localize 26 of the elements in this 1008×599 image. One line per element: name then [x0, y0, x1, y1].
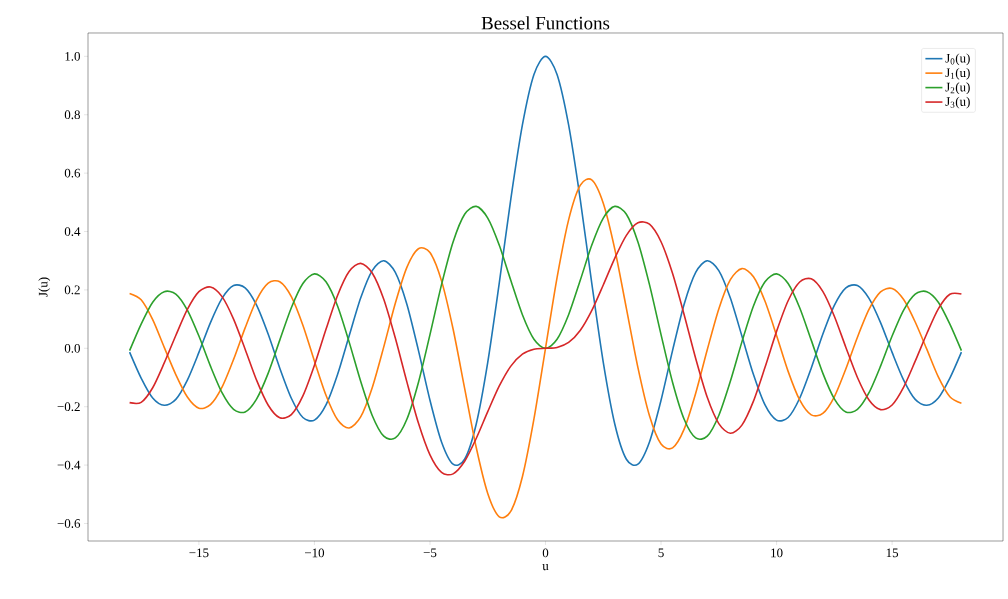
chart-title: Bessel Functions [481, 16, 610, 30]
legend-label: J$_{1}$(u) [945, 67, 970, 80]
line-series [128, 205, 963, 439]
line-series [128, 221, 963, 475]
legend-label: J$_{0}$(u) [945, 53, 970, 66]
line-series [128, 178, 963, 519]
y-tick-label: 0.0 [64, 343, 80, 353]
y-tick-label: 0.8 [64, 110, 80, 120]
y-tick-label: 0.6 [64, 168, 81, 178]
x-tick-label: 0 [542, 548, 549, 558]
legend-label: J$_{3}$(u) [945, 96, 970, 109]
x-tick-label: −15 [189, 548, 209, 558]
legend-label: J$_{2}$(u) [945, 82, 970, 95]
y-tick-label: 0.4 [64, 227, 81, 236]
y-tick-label: 1.0 [65, 51, 80, 61]
y-tick-label: 0.2 [64, 285, 80, 295]
y-tick-label: −0.2 [57, 402, 80, 412]
x-tick-label: 5 [658, 548, 664, 558]
y-tick-label: −0.4 [57, 460, 81, 470]
x-tick-label: 10 [771, 548, 783, 558]
x-tick-label: −5 [423, 548, 437, 558]
y-tick-label: −0.6 [57, 519, 81, 528]
x-axis-title: u [542, 564, 549, 571]
x-tick-label: −10 [304, 548, 325, 558]
x-tick-label: 15 [886, 548, 899, 558]
y-axis-title: J(u) [38, 277, 51, 297]
